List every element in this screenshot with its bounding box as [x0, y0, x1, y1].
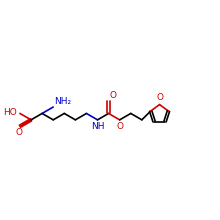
Text: O: O — [117, 122, 124, 131]
Text: O: O — [110, 91, 117, 100]
Text: HO: HO — [3, 108, 16, 117]
Text: NH₂: NH₂ — [54, 97, 71, 106]
Text: O: O — [16, 128, 23, 137]
Text: NH: NH — [91, 122, 105, 131]
Text: O: O — [156, 94, 163, 103]
